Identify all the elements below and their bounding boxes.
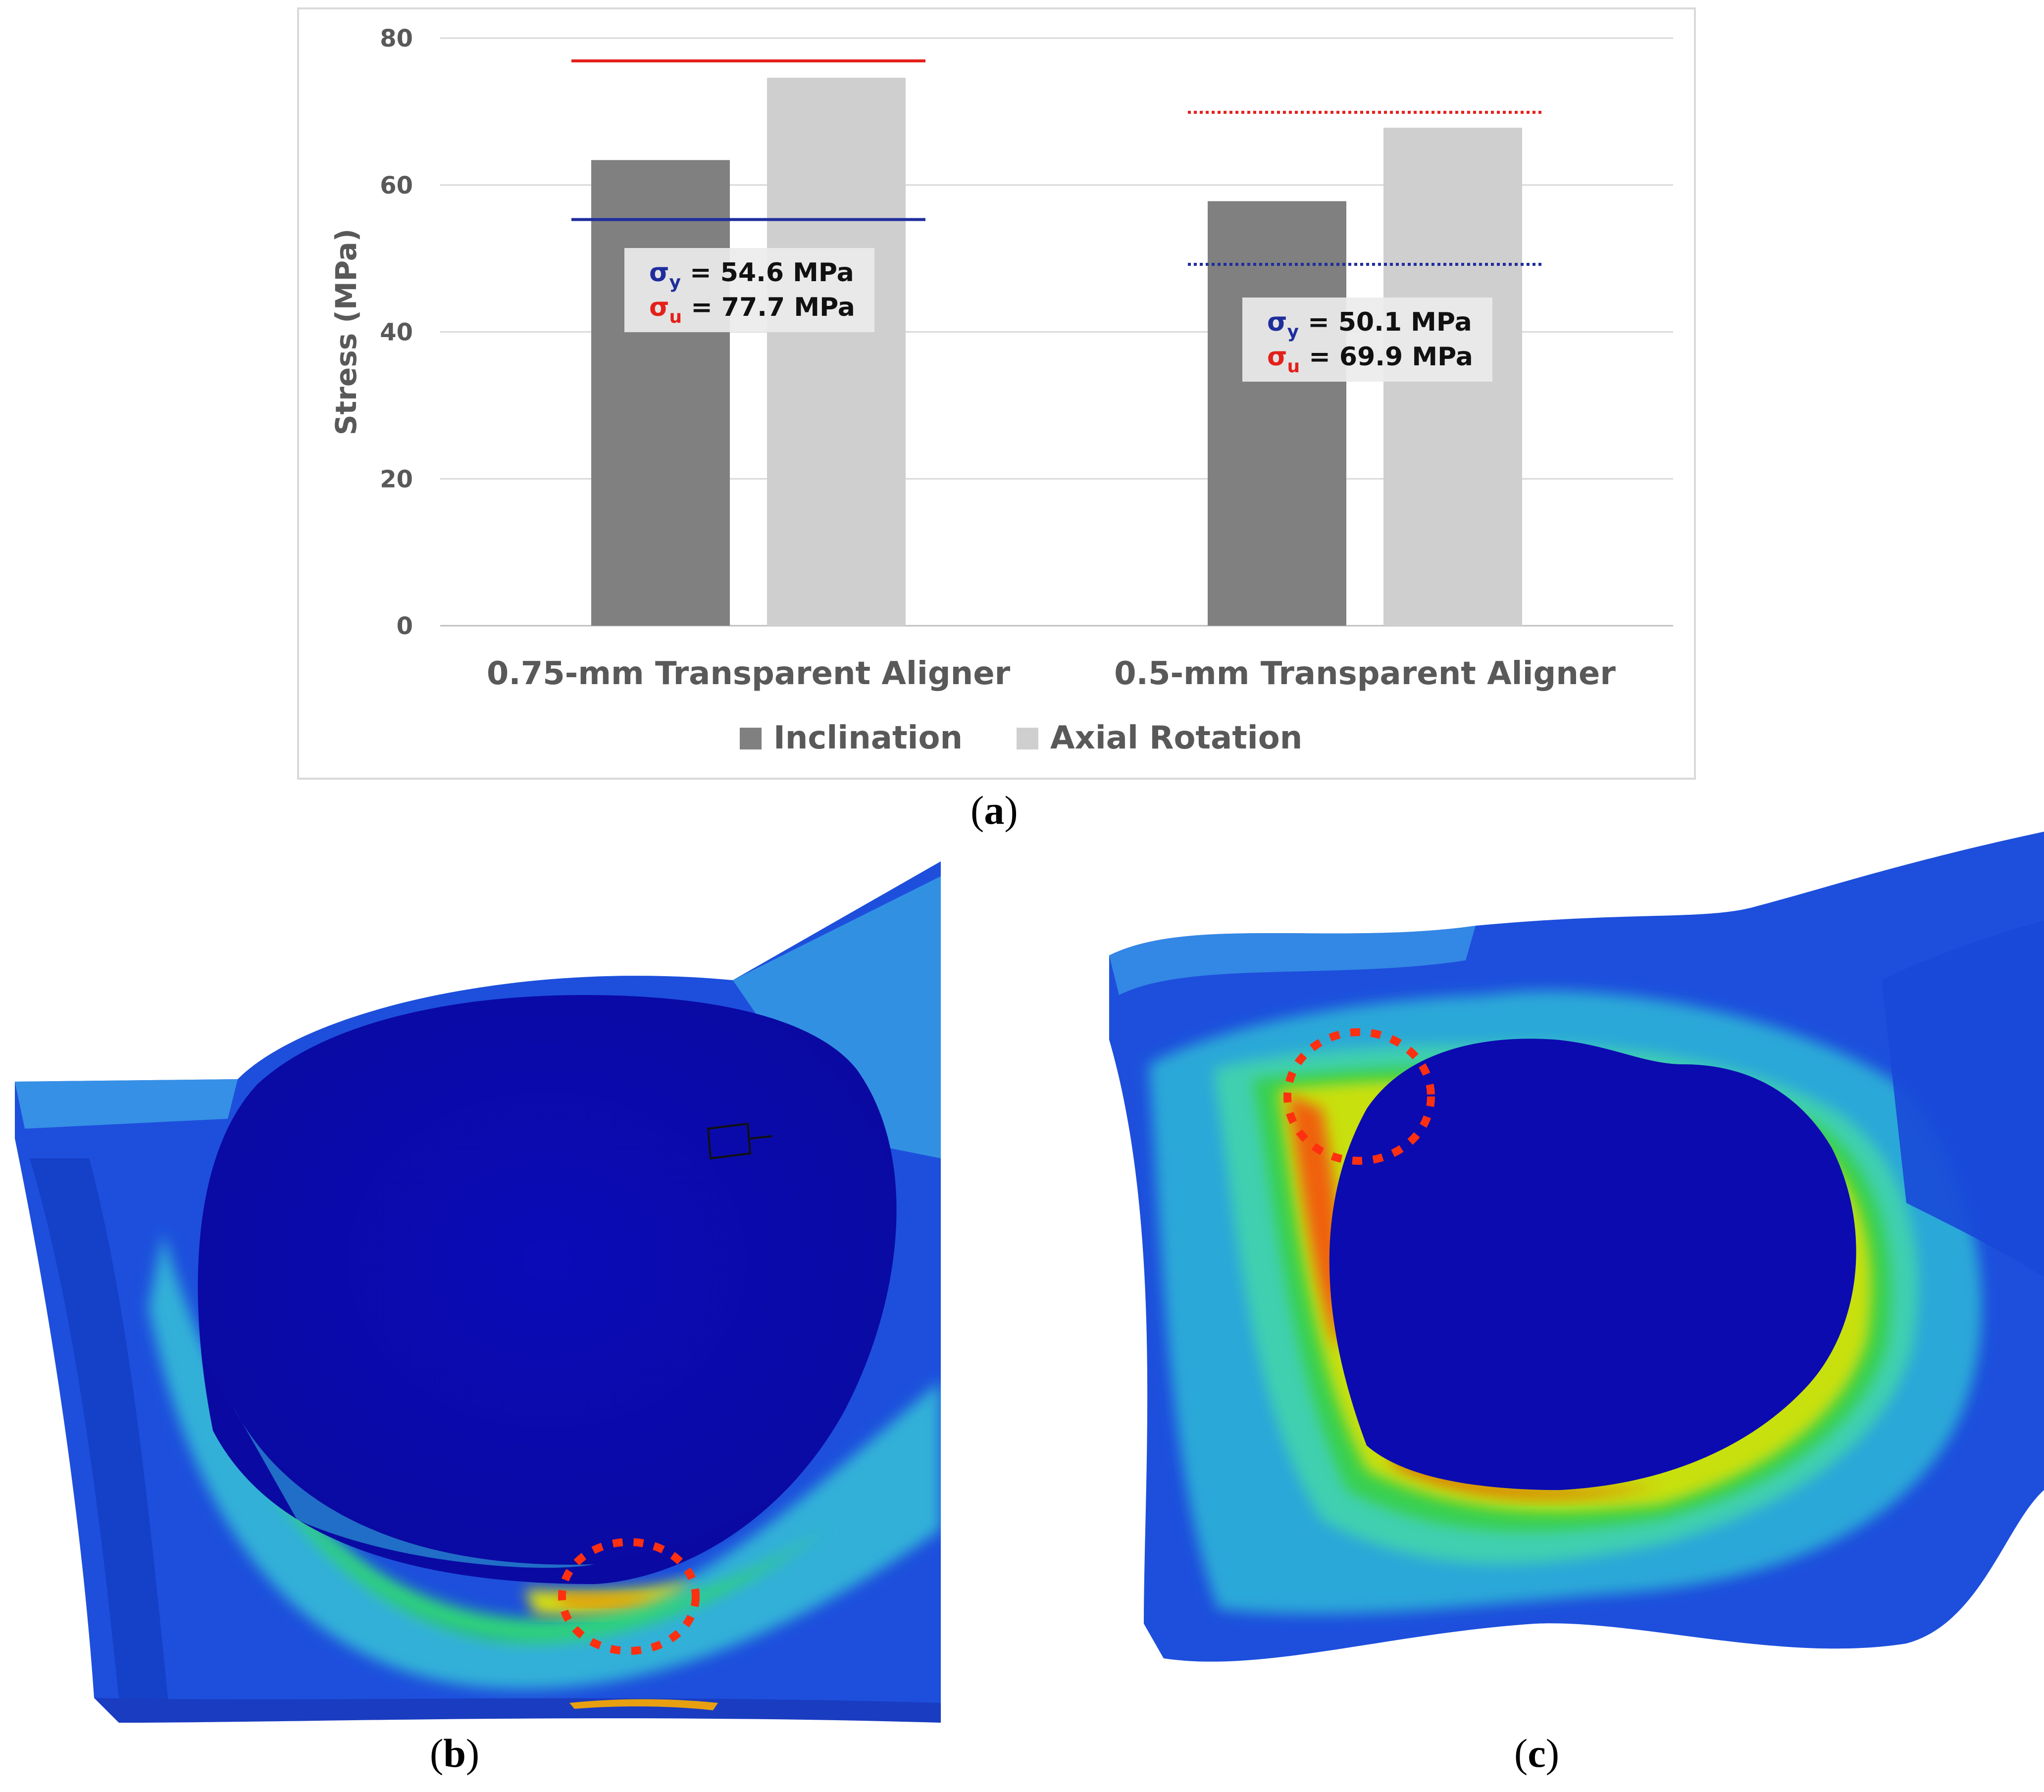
legend-swatch <box>740 728 762 749</box>
y-tick-label: 80 <box>380 25 413 52</box>
sigma-u-subscript: u <box>669 307 682 327</box>
fe-stress-map-inclination <box>0 861 941 1733</box>
legend-label: Inclination <box>773 720 963 756</box>
bar-axial-rotation <box>767 78 906 626</box>
legend-label: Axial Rotation <box>1050 720 1302 756</box>
y-tick-label: 0 <box>397 612 413 640</box>
annotation-box-05: σy = 50.1 MPa σu = 69.9 MPa <box>1242 298 1492 382</box>
fe-contour-c <box>1109 832 2044 1662</box>
y-tick-label: 20 <box>380 465 413 493</box>
bar-chart: 0 20 40 60 80 Stress (MPa) 0.75-mm Transparent… <box>329 25 1673 756</box>
highlight-circle-c <box>1283 1028 1435 1165</box>
bar-inclination <box>1208 201 1346 626</box>
sigma-y-symbol: σ <box>1267 307 1287 337</box>
sigma-y-subscript: y <box>669 272 681 293</box>
sigma-u-symbol: σ <box>649 293 669 322</box>
sigma-u-value: = 77.7 MPa <box>691 293 855 322</box>
fe-contour-b <box>15 861 941 1723</box>
sigma-y-subscript: y <box>1287 322 1299 342</box>
x-category-label: 0.5-mm Transparent Aligner <box>1114 655 1616 692</box>
caption-b: (b) <box>430 1731 480 1776</box>
sigma-y-symbol: σ <box>649 258 669 288</box>
sigma-u-symbol: σ <box>1267 342 1287 372</box>
legend-swatch <box>1017 728 1038 749</box>
sigma-u-subscript: u <box>1287 356 1300 377</box>
caption-a-letter: a <box>984 788 1005 833</box>
sigma-y-value: = 54.6 MPa <box>690 258 854 288</box>
annotation-box-075: σy = 54.6 MPa σu = 77.7 MPa <box>624 248 874 332</box>
sigma-y-value: = 50.1 MPa <box>1308 307 1472 337</box>
sigma-u-value: = 69.9 MPa <box>1309 342 1473 372</box>
y-tick-label: 40 <box>380 319 413 347</box>
y-axis-label: Stress (MPa) <box>329 229 363 436</box>
bar-inclination <box>591 160 730 626</box>
caption-b-letter: b <box>443 1731 466 1776</box>
caption-a: (a) <box>971 788 1018 833</box>
y-tick-label: 60 <box>380 172 413 199</box>
highlight-circle-b <box>558 1538 700 1655</box>
x-category-label: 0.75-mm Transparent Aligner <box>487 655 1011 692</box>
caption-c: (c) <box>1514 1731 1560 1776</box>
fe-stress-map-axial-rotation <box>1089 832 2044 1703</box>
caption-c-letter: c <box>1528 1731 1546 1776</box>
chart-frame: 0 20 40 60 80 Stress (MPa) 0.75-mm Transparent… <box>297 7 1696 780</box>
coordinate-triad-icon <box>707 1122 773 1160</box>
